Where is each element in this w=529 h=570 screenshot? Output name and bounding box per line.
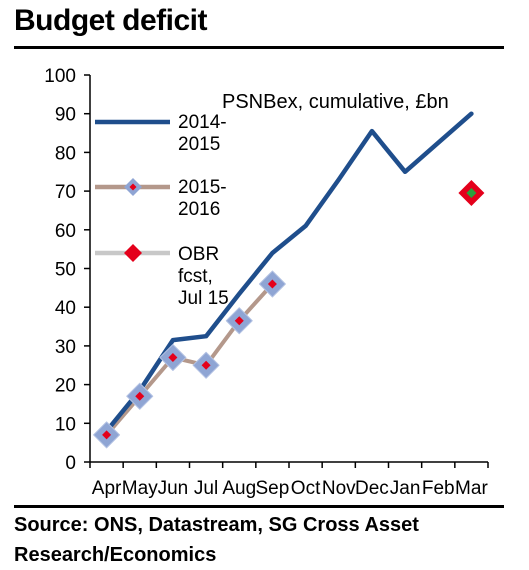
legend-2014-2015-label: 2014-2015 xyxy=(178,112,227,155)
y-tick-label: 70 xyxy=(55,182,76,203)
y-tick-label: 40 xyxy=(55,298,76,319)
y-tick-label: 80 xyxy=(55,143,76,164)
y-tick-label: 10 xyxy=(55,414,76,435)
title-rule xyxy=(14,46,504,49)
series-2014-2015-line xyxy=(104,111,474,434)
y-tick-label: 30 xyxy=(55,337,76,358)
x-tick-label: Nov xyxy=(322,478,356,499)
x-tick-label: Sep xyxy=(256,478,290,499)
legend-2015-2016-marker-center xyxy=(129,183,137,191)
series-layer xyxy=(93,111,485,449)
series-2015-2016-marker-center xyxy=(267,279,277,289)
y-tick-label: 20 xyxy=(55,376,76,397)
series-2015-2016-marker-center xyxy=(168,353,178,363)
x-tick-label: Jan xyxy=(390,478,421,499)
chart-annotation: PSNBex, cumulative, £bn xyxy=(222,91,449,113)
axes-layer: 0 10 20 30 40 50 60 70 80 90 100 Apr May Jun Jul Aug Sep… xyxy=(44,66,489,499)
series-2015-2016-marker-center xyxy=(201,360,211,370)
legend-obr-marker xyxy=(124,244,142,262)
series-2015-2016-marker-center xyxy=(234,316,244,326)
source-note: Source: ONS, Datastream, SG Cross Asset … xyxy=(14,514,419,566)
series-2015-2016-marker-center xyxy=(102,430,112,440)
chart-svg: 0 10 20 30 40 50 60 70 80 90 100 Apr May Jun Jul Aug Sep… xyxy=(44,66,489,499)
series-obr-fcst-marker-center xyxy=(466,188,477,199)
x-tick-label: May xyxy=(122,478,158,499)
x-tick-label: Jul xyxy=(194,478,218,499)
y-tick-label: 0 xyxy=(65,453,76,474)
series-2015-2016-marker-center xyxy=(135,391,145,401)
legend-2015-2016-label: 2015-2016 xyxy=(178,177,227,220)
x-tick-label: Oct xyxy=(291,478,321,499)
x-tick-label: Apr xyxy=(92,478,122,499)
y-tick-label: 60 xyxy=(55,221,76,242)
x-tick-label: Dec xyxy=(355,478,389,499)
y-tick-label: 100 xyxy=(44,66,76,87)
x-tick-label: Feb xyxy=(422,478,455,499)
legend: 2014-2015 2015-2016 OBR fcst, Jul 15 xyxy=(95,112,229,309)
legend-obr-label: OBR fcst, Jul 15 xyxy=(178,244,229,309)
y-tick-label: 50 xyxy=(55,260,76,281)
source-rule xyxy=(14,505,504,508)
x-tick-label: Aug xyxy=(222,478,256,499)
x-tick-label: Mar xyxy=(455,478,488,499)
y-tick-label: 90 xyxy=(55,105,76,126)
x-tick-label: Jun xyxy=(158,478,189,499)
chart-title: Budget deficit xyxy=(14,4,208,37)
